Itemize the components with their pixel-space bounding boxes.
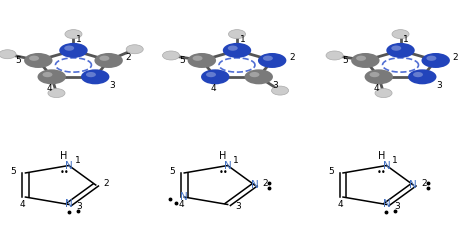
Circle shape (48, 88, 65, 98)
Text: 3: 3 (109, 81, 115, 90)
Text: H: H (61, 151, 68, 161)
Circle shape (351, 53, 380, 68)
Circle shape (163, 51, 180, 60)
Text: 1: 1 (74, 156, 80, 164)
Text: 5: 5 (10, 167, 16, 176)
Text: N: N (224, 160, 232, 170)
Text: 5: 5 (16, 56, 21, 65)
Text: N: N (180, 192, 188, 202)
Circle shape (272, 86, 289, 95)
Circle shape (201, 69, 229, 84)
Text: 5: 5 (343, 56, 348, 65)
Text: 3: 3 (235, 202, 241, 211)
Text: N: N (65, 160, 73, 170)
Text: 1: 1 (403, 35, 409, 44)
Circle shape (228, 46, 237, 51)
Text: H: H (378, 151, 385, 161)
Text: 2: 2 (126, 53, 131, 62)
Circle shape (64, 46, 74, 51)
Text: 5: 5 (328, 167, 334, 176)
Circle shape (223, 43, 251, 58)
Text: ••: •• (60, 168, 69, 177)
Circle shape (228, 30, 246, 39)
Text: N: N (251, 180, 258, 190)
Text: 1: 1 (233, 156, 239, 164)
Text: 2: 2 (289, 53, 295, 62)
Circle shape (245, 69, 273, 84)
Text: 4: 4 (337, 200, 343, 208)
Text: 4: 4 (179, 200, 184, 208)
Circle shape (408, 69, 437, 84)
Text: N: N (383, 200, 391, 209)
Text: 3: 3 (436, 81, 442, 90)
Text: H: H (219, 151, 227, 161)
Circle shape (356, 56, 366, 61)
Circle shape (258, 53, 286, 68)
Circle shape (326, 51, 343, 60)
Circle shape (421, 53, 450, 68)
Text: ••: •• (219, 168, 228, 177)
Text: N: N (410, 180, 417, 190)
Text: 3: 3 (76, 202, 82, 211)
Circle shape (365, 69, 393, 84)
Text: 5: 5 (169, 167, 175, 176)
Circle shape (59, 43, 88, 58)
Circle shape (206, 72, 216, 77)
Circle shape (43, 72, 53, 77)
Text: 4: 4 (210, 84, 216, 92)
Circle shape (192, 56, 202, 61)
Circle shape (24, 53, 53, 68)
Text: 2: 2 (421, 178, 427, 188)
Text: 2: 2 (103, 178, 109, 188)
Text: N: N (65, 200, 73, 209)
Text: 3: 3 (273, 81, 278, 90)
Circle shape (392, 46, 401, 51)
Text: 4: 4 (374, 84, 379, 92)
Circle shape (65, 30, 82, 39)
Circle shape (100, 56, 109, 61)
Circle shape (81, 69, 109, 84)
Text: ••: •• (377, 168, 387, 177)
Text: 5: 5 (179, 56, 185, 65)
Text: 1: 1 (240, 35, 246, 44)
Circle shape (392, 30, 409, 39)
Circle shape (126, 45, 143, 54)
Text: 2: 2 (453, 53, 458, 62)
Circle shape (29, 56, 39, 61)
Circle shape (263, 56, 273, 61)
Circle shape (37, 69, 66, 84)
Text: 4: 4 (46, 84, 52, 92)
Text: 1: 1 (392, 156, 398, 164)
Text: 4: 4 (20, 200, 26, 208)
Circle shape (427, 56, 437, 61)
Circle shape (375, 88, 392, 98)
Circle shape (370, 72, 380, 77)
Circle shape (86, 72, 96, 77)
Text: 1: 1 (76, 35, 82, 44)
Circle shape (386, 43, 415, 58)
Circle shape (249, 72, 259, 77)
Circle shape (0, 50, 16, 59)
Circle shape (94, 53, 123, 68)
Text: N: N (383, 160, 391, 170)
Text: 2: 2 (262, 178, 268, 188)
Circle shape (413, 72, 423, 77)
Circle shape (188, 53, 216, 68)
Text: 3: 3 (394, 202, 400, 211)
